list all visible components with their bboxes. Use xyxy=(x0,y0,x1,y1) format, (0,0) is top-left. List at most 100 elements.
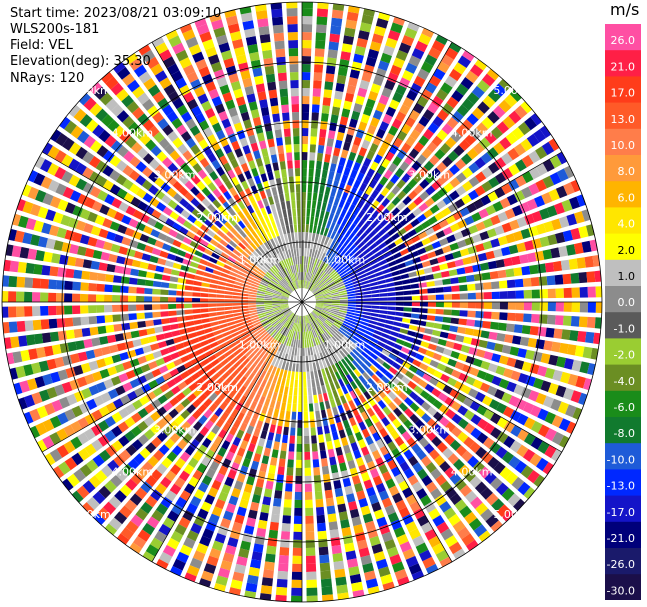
ppi-gate xyxy=(437,174,448,186)
ppi-gate xyxy=(483,437,495,449)
ppi-gate xyxy=(439,416,450,427)
ppi-gate xyxy=(447,333,457,341)
ppi-gate xyxy=(464,327,474,336)
ppi-gate xyxy=(149,255,159,264)
colorbar-tick-label: -4.0 xyxy=(614,375,635,388)
ppi-gate xyxy=(265,73,276,83)
ppi-gate xyxy=(249,417,257,428)
ppi-gate xyxy=(41,265,51,276)
ppi-gate xyxy=(442,348,453,357)
ppi-gate xyxy=(466,113,479,126)
ppi-gate xyxy=(320,570,332,580)
ppi-gate xyxy=(309,257,314,266)
ppi-gate xyxy=(515,301,524,311)
ppi-gate xyxy=(323,245,330,254)
ppi-gate xyxy=(312,88,321,97)
ppi-gate xyxy=(470,427,482,439)
ppi-gate xyxy=(264,298,273,301)
ppi-gate xyxy=(302,347,305,356)
ppi-gate xyxy=(464,133,477,146)
ppi-gate xyxy=(162,325,171,332)
ppi-gate xyxy=(326,440,334,450)
ppi-gate xyxy=(345,159,354,169)
ppi-gate xyxy=(176,284,186,290)
ppi-gate xyxy=(303,363,306,372)
instrument-label: WLS200s-181 xyxy=(10,22,100,37)
ppi-gate xyxy=(281,226,287,235)
ppi-gate xyxy=(443,286,452,293)
ppi-gate xyxy=(260,106,270,117)
ppi-gate xyxy=(116,255,126,265)
ppi-gate xyxy=(131,259,141,268)
ppi-gate xyxy=(327,267,334,275)
ppi-gate xyxy=(369,352,379,360)
ppi-gate xyxy=(342,141,351,151)
ppi-gate xyxy=(302,248,304,256)
ppi-gate xyxy=(301,120,309,129)
ppi-gate xyxy=(344,229,352,239)
ppi-gate xyxy=(250,59,262,70)
ppi-gate xyxy=(253,543,264,553)
ppi-gate xyxy=(292,563,303,572)
ppi-gate xyxy=(343,277,351,283)
ppi-gate xyxy=(313,249,318,258)
ppi-gate xyxy=(323,322,331,329)
ppi-gate xyxy=(291,96,299,105)
ppi-gate xyxy=(88,294,97,303)
ppi-gate xyxy=(317,260,323,268)
ppi-gate xyxy=(413,172,424,183)
ppi-gate xyxy=(313,80,322,89)
ppi-gate xyxy=(533,474,545,488)
ppi-gate xyxy=(160,282,170,288)
ppi-gate xyxy=(166,253,177,261)
ppi-gate xyxy=(429,359,440,368)
ppi-gate xyxy=(431,388,442,398)
ppi-gate xyxy=(212,269,222,276)
ppi-gate xyxy=(457,239,467,249)
ppi-gate xyxy=(310,419,316,428)
ppi-gate xyxy=(341,218,348,227)
colorbar-tick-label: -17.0 xyxy=(607,506,635,519)
ppi-gate xyxy=(471,212,482,222)
ppi-gate xyxy=(323,376,329,385)
ppi-gate xyxy=(326,279,334,286)
ppi-gate xyxy=(494,389,505,400)
ppi-gate xyxy=(497,211,508,223)
ppi-gate xyxy=(216,298,225,302)
ppi-gate xyxy=(508,395,520,407)
ppi-gate xyxy=(232,306,241,310)
ppi-gate xyxy=(490,238,501,248)
ppi-gate xyxy=(363,157,372,168)
ppi-gate xyxy=(316,152,324,162)
ppi-gate xyxy=(301,16,313,25)
ppi-gate xyxy=(407,229,417,238)
field-label: Field: VEL xyxy=(10,38,73,53)
ppi-gate xyxy=(542,175,555,189)
ppi-gate xyxy=(386,380,396,390)
ppi-gate xyxy=(286,403,292,412)
ppi-gate xyxy=(395,84,407,96)
ppi-gate xyxy=(276,425,283,435)
ppi-gate xyxy=(43,251,53,263)
ppi-gate xyxy=(292,240,296,249)
ppi-gate xyxy=(248,307,257,311)
ppi-gate xyxy=(169,276,179,283)
ppi-gate xyxy=(329,163,337,172)
ppi-gate xyxy=(411,295,420,301)
ppi-gate xyxy=(394,316,403,322)
ppi-gate xyxy=(442,245,452,254)
ppi-gate xyxy=(330,311,339,316)
ppi-gate xyxy=(56,318,66,328)
ppi-gate xyxy=(346,331,354,338)
ppi-gate xyxy=(469,367,480,377)
ppi-gate xyxy=(344,282,354,288)
ppi-gate xyxy=(331,205,338,214)
ppi-gate xyxy=(554,202,565,215)
ppi-gate xyxy=(418,202,429,212)
ppi-gate xyxy=(232,295,241,299)
ppi-gate xyxy=(466,319,476,327)
ppi-gate xyxy=(508,110,522,124)
ppi-gate xyxy=(395,357,405,365)
ppi-gate xyxy=(501,246,511,256)
ppi-gate xyxy=(348,223,357,232)
